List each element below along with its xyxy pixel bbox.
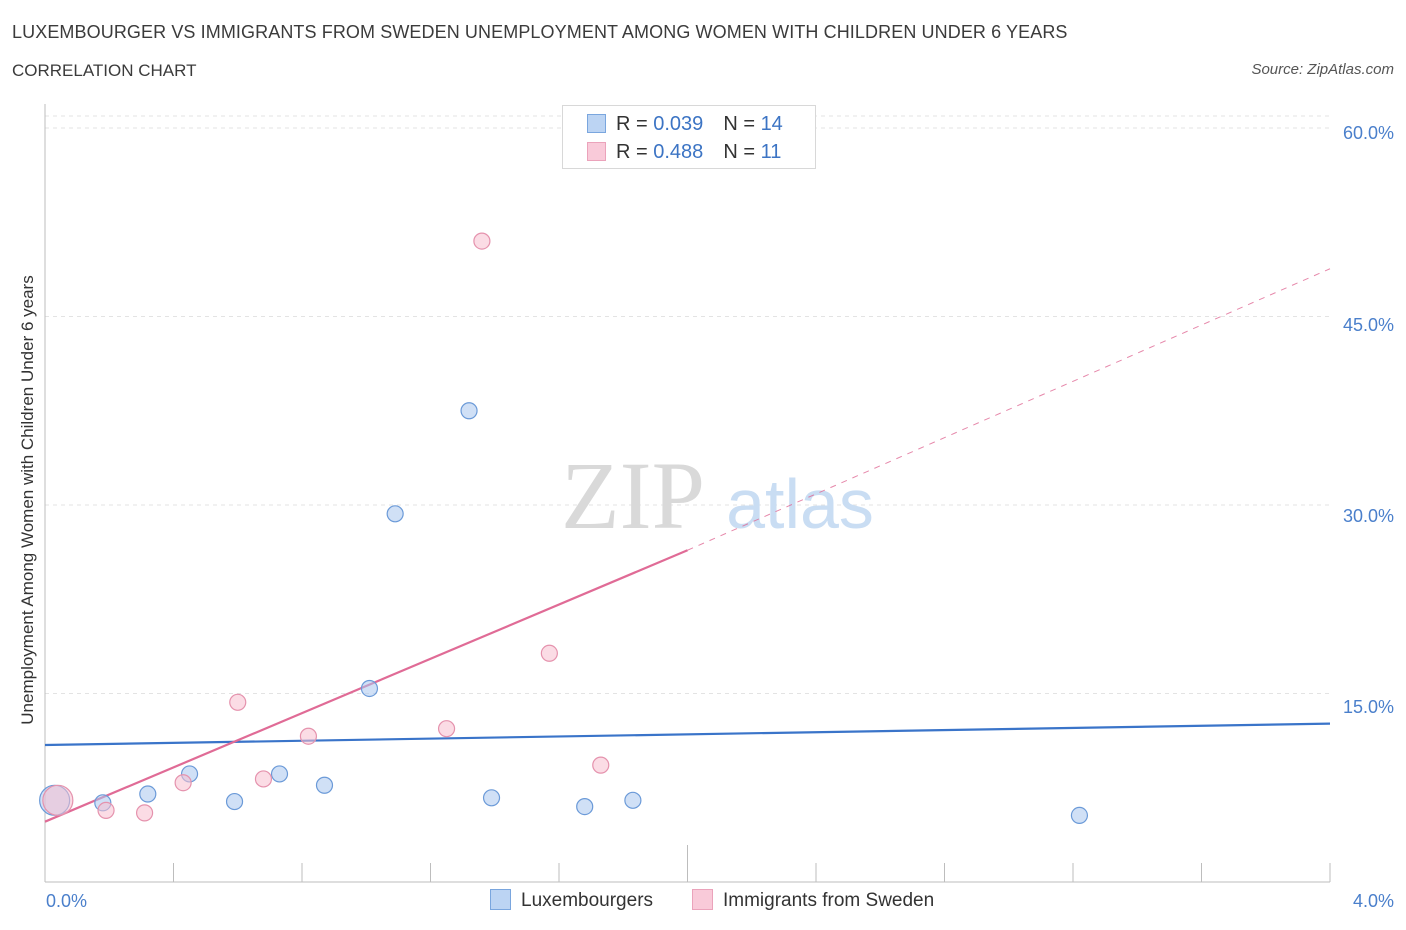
bottom-legend-swatch-sweden [692, 889, 713, 910]
watermark: ZIP atlas [561, 442, 874, 549]
legend-n-value: 11 [760, 141, 782, 163]
legend-box: R = 0.039 N = 14 R = 0.488 N = 11 [562, 105, 816, 169]
data-point-series-0 [386, 505, 404, 523]
data-point-series-1 [42, 784, 74, 816]
legend-n-label: N = [723, 113, 761, 135]
legend-swatch-sweden [587, 142, 606, 161]
data-point-series-0 [360, 679, 379, 698]
legend-swatch-luxembourgers [587, 114, 606, 133]
data-point-series-0 [139, 785, 157, 803]
y-tick-label: 15.0% [1342, 697, 1394, 717]
data-point-series-0 [1070, 806, 1089, 824]
x-tick-label-max: 4.0% [1352, 891, 1394, 911]
bottom-legend-label: Luxembourgers [521, 890, 654, 911]
data-point-series-0 [482, 789, 501, 807]
chart-subtitle: CORRELATION CHART [12, 61, 197, 80]
bottom-legend-sweden: Immigrants from Sweden [692, 889, 934, 912]
data-point-series-1 [592, 756, 610, 774]
data-point-series-0 [576, 797, 594, 816]
trend-line-dashed-1 [687, 268, 1331, 551]
watermark-zip: ZIP [561, 442, 705, 549]
trend-line-0 [44, 722, 1331, 747]
legend-r-value: 0.488 [653, 141, 704, 163]
chart-source: Source: ZipAtlas.com [1251, 61, 1394, 78]
legend-r-value: 0.039 [653, 113, 704, 135]
y-axis-label: Unemployment Among Women with Children U… [18, 275, 37, 725]
legend-r-label: R = [616, 113, 654, 135]
data-point-series-0 [270, 765, 289, 783]
data-point-series-0 [624, 791, 642, 809]
chart-title: LUXEMBOURGER VS IMMIGRANTS FROM SWEDEN U… [12, 22, 1068, 42]
data-point-series-1 [229, 693, 247, 711]
data-point-series-0 [315, 776, 334, 794]
data-point-series-1 [540, 644, 558, 662]
y-tick-label: 30.0% [1342, 506, 1394, 526]
legend-row-luxembourgers: R = 0.039 N = 14 [587, 113, 783, 137]
data-point-series-1 [174, 774, 192, 792]
data-point-series-1 [473, 232, 491, 250]
legend-n-label: N = [723, 141, 761, 163]
data-point-series-1 [437, 720, 456, 738]
bottom-legend-label: Immigrants from Sweden [723, 890, 935, 911]
data-point-series-1 [254, 770, 273, 788]
axes [44, 104, 1331, 883]
grid-lines [45, 115, 1330, 694]
legend-n-value: 14 [760, 113, 783, 135]
data-point-series-0 [225, 792, 244, 811]
legend-row-sweden: R = 0.488 N = 11 [587, 141, 781, 165]
x-tick-label-min: 0.0% [46, 891, 88, 911]
data-point-series-1 [97, 801, 115, 819]
y-axis-label-wrap: Unemployment Among Women with Children U… [16, 120, 40, 880]
bottom-legend-swatch-luxembourgers [490, 889, 511, 910]
bottom-legend: Luxembourgers Immigrants from Sweden [0, 889, 1406, 915]
watermark-atlas: atlas [726, 465, 874, 543]
data-point-series-0 [460, 402, 478, 420]
y-tick-label: 45.0% [1342, 315, 1394, 335]
y-tick-label: 60.0% [1342, 123, 1394, 143]
legend-r-label: R = [616, 141, 654, 163]
data-point-series-1 [299, 727, 318, 745]
data-points [39, 232, 1089, 824]
bottom-legend-luxembourgers: Luxembourgers [490, 889, 653, 912]
data-point-series-1 [135, 804, 154, 822]
